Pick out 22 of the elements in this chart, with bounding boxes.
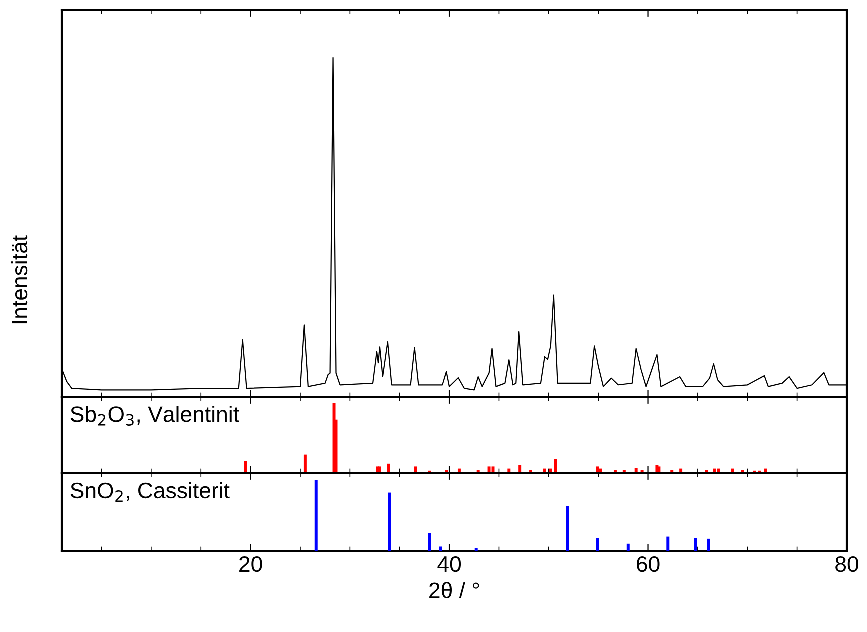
bar bbox=[314, 480, 318, 551]
annotation: SnO$_{2}$, Cassiterit bbox=[70, 482, 230, 502]
bar bbox=[428, 533, 432, 551]
bar bbox=[388, 492, 392, 551]
bar bbox=[666, 536, 670, 551]
bar bbox=[626, 544, 630, 551]
bar bbox=[707, 538, 710, 551]
bar bbox=[566, 506, 570, 551]
bar bbox=[244, 461, 248, 473]
bar bbox=[694, 538, 698, 551]
x-tick-label: 60 bbox=[637, 556, 660, 572]
bar bbox=[554, 459, 558, 473]
bar bbox=[474, 548, 478, 551]
bar bbox=[439, 546, 442, 551]
x-axis-title: 2θ / ° bbox=[430, 582, 480, 598]
bar bbox=[596, 538, 600, 551]
x-tick-label: 40 bbox=[438, 556, 462, 572]
x-tick-label: 80 bbox=[836, 556, 858, 572]
annotation: Sb$_{2}$O$_{3}$, Valentinit bbox=[70, 406, 240, 426]
bar bbox=[304, 454, 307, 473]
y-axis-title: Intensität bbox=[11, 236, 28, 324]
x-tick-label: 20 bbox=[240, 556, 262, 572]
